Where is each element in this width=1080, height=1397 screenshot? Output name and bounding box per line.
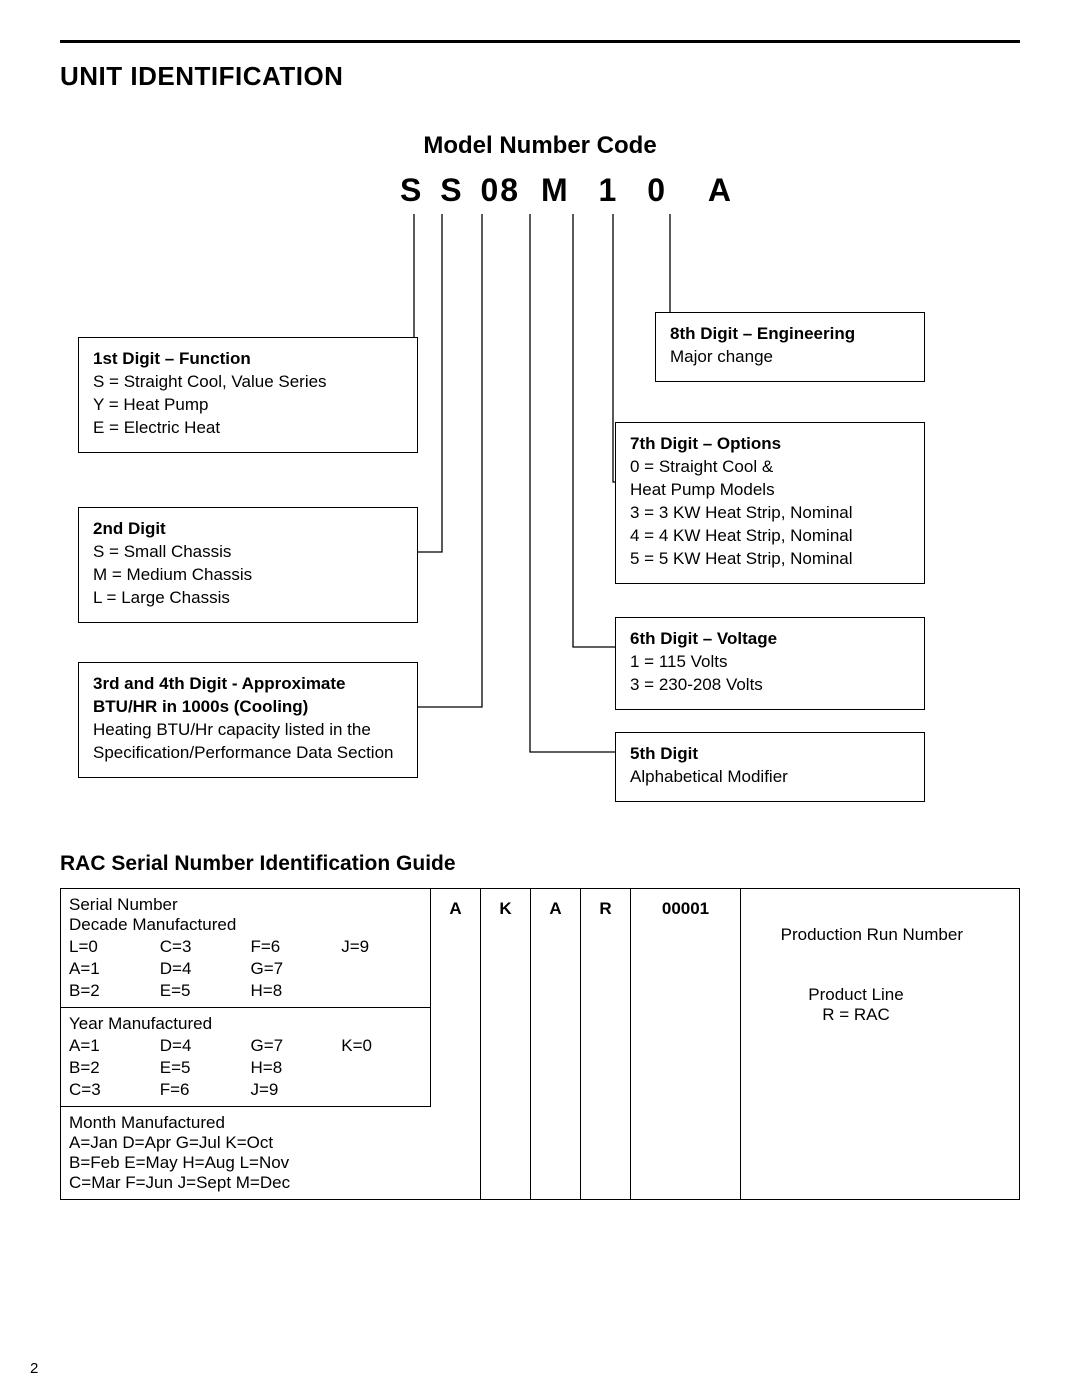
code-entry: G=7	[251, 1036, 332, 1056]
year-label: Year Manufactured	[69, 1014, 422, 1034]
serial-col-R: R	[581, 889, 631, 1199]
code-entry	[341, 959, 422, 979]
box-line: L = Large Chassis	[93, 587, 403, 610]
code-entry: E=5	[160, 981, 241, 1001]
model-title: Model Number Code	[423, 132, 656, 160]
box-line: 0 = Straight Cool &	[630, 456, 910, 479]
code-char-5: 1	[599, 172, 619, 209]
code-char-6: 0	[647, 172, 667, 209]
prod-num-cell: 00001	[631, 889, 741, 1199]
code-entry: E=5	[160, 1058, 241, 1078]
code-entry: L=0	[69, 937, 150, 957]
info-box-d7: 7th Digit – Options0 = Straight Cool & H…	[615, 422, 925, 584]
serial-col-K: K	[481, 889, 531, 1199]
box-line: Y = Heat Pump	[93, 394, 403, 417]
box-line: Heat Pump Models	[630, 479, 910, 502]
code-entry: J=9	[251, 1080, 332, 1100]
code-entry: G=7	[251, 959, 332, 979]
product-line-label: Product Line	[749, 985, 963, 1005]
box-title: 6th Digit – Voltage	[630, 628, 910, 651]
box-title: 7th Digit – Options	[630, 433, 910, 456]
info-box-d2: 2nd DigitS = Small ChassisM = Medium Cha…	[78, 507, 418, 623]
model-code: S S 08 M 1 0 A	[400, 172, 733, 209]
code-entry: K=0	[341, 1036, 422, 1056]
box-line: M = Medium Chassis	[93, 564, 403, 587]
serial-guide: RAC Serial Number Identification Guide S…	[60, 852, 1020, 1200]
code-entry: B=2	[69, 1058, 150, 1078]
code-char-2: S	[440, 172, 463, 209]
serial-title: RAC Serial Number Identification Guide	[60, 852, 1020, 876]
code-entry: D=4	[160, 959, 241, 979]
info-box-d8: 8th Digit – EngineeringMajor change	[655, 312, 925, 382]
month-line: B=Feb E=May H=Aug L=Nov	[69, 1153, 423, 1173]
decade-codes: L=0 C=3 F=6 J=9 A=1 D=4 G=7 B=2 E=5 H=8	[69, 937, 422, 1001]
code-char-1: S	[400, 172, 423, 209]
decade-label: Decade Manufactured	[69, 915, 422, 935]
code-entry: H=8	[251, 1058, 332, 1078]
box-line: 3 = 3 KW Heat Strip, Nominal	[630, 502, 910, 525]
info-box-d5: 5th DigitAlphabetical Modifier	[615, 732, 925, 802]
box-line: Alphabetical Modifier	[630, 766, 910, 789]
box-line: 1 = 115 Volts	[630, 651, 910, 674]
box-line: 5 = 5 KW Heat Strip, Nominal	[630, 548, 910, 571]
code-entry: B=2	[69, 981, 150, 1001]
box-line: S = Straight Cool, Value Series	[93, 371, 403, 394]
product-line-value: R = RAC	[749, 1005, 963, 1025]
prod-num: 00001	[639, 895, 732, 919]
box-title: 3rd and 4th Digit - Approximate BTU/HR i…	[93, 673, 403, 719]
serial-number-label: Serial Number	[69, 895, 422, 915]
code-char-3: 08	[480, 172, 520, 209]
decade-cell: Serial Number Decade Manufactured L=0 C=3…	[61, 889, 431, 1007]
box-line: E = Electric Heat	[93, 417, 403, 440]
code-char-4: M	[541, 172, 570, 209]
code-entry	[341, 1080, 422, 1100]
code-entry: C=3	[69, 1080, 150, 1100]
serial-grid: Serial Number Decade Manufactured L=0 C=3…	[60, 888, 1020, 1200]
info-box-d6: 6th Digit – Voltage1 = 115 Volts3 = 230-…	[615, 617, 925, 710]
box-title: 1st Digit – Function	[93, 348, 403, 371]
code-entry	[341, 1058, 422, 1078]
code-entry: H=8	[251, 981, 332, 1001]
box-title: 8th Digit – Engineering	[670, 323, 910, 346]
top-rule	[60, 40, 1020, 43]
month-lines: A=Jan D=Apr G=Jul K=OctB=Feb E=May H=Aug…	[69, 1133, 423, 1193]
box-title: 5th Digit	[630, 743, 910, 766]
code-entry: C=3	[160, 937, 241, 957]
prod-run-label: Production Run Number	[749, 925, 963, 945]
serial-col-A1: A	[431, 889, 481, 1199]
serial-col-A2: A	[531, 889, 581, 1199]
box-line: 4 = 4 KW Heat Strip, Nominal	[630, 525, 910, 548]
code-entry: J=9	[341, 937, 422, 957]
year-codes: A=1 D=4 G=7 K=0 B=2 E=5 H=8 C=3 F=6 J=9	[69, 1036, 422, 1100]
code-entry: A=1	[69, 1036, 150, 1056]
code-entry: F=6	[251, 937, 332, 957]
section-title: UNIT IDENTIFICATION	[60, 61, 1020, 92]
year-cell: Year Manufactured A=1 D=4 G=7 K=0 B=2 E=5 H=8 C…	[61, 1007, 431, 1106]
month-cell: Month Manufactured A=Jan D=Apr G=Jul K=O…	[61, 1106, 431, 1199]
month-line: A=Jan D=Apr G=Jul K=Oct	[69, 1133, 423, 1153]
code-entry: F=6	[160, 1080, 241, 1100]
code-entry: D=4	[160, 1036, 241, 1056]
info-box-d1: 1st Digit – FunctionS = Straight Cool, V…	[78, 337, 418, 453]
box-line: Heating BTU/Hr capacity listed in the	[93, 719, 403, 742]
box-line: S = Small Chassis	[93, 541, 403, 564]
month-line: C=Mar F=Jun J=Sept M=Dec	[69, 1173, 423, 1193]
right-info-cell: Production Run Number Product Line R = R…	[741, 889, 971, 1199]
code-char-7: A	[708, 172, 733, 209]
box-title: 2nd Digit	[93, 518, 403, 541]
box-line: 3 = 230-208 Volts	[630, 674, 910, 697]
box-line: Specification/Performance Data Section	[93, 742, 403, 765]
page-number: 2	[30, 1360, 38, 1377]
month-label: Month Manufactured	[69, 1113, 423, 1133]
code-entry	[341, 981, 422, 1001]
info-box-d34: 3rd and 4th Digit - Approximate BTU/HR i…	[78, 662, 418, 778]
code-entry: A=1	[69, 959, 150, 979]
box-line: Major change	[670, 346, 910, 369]
model-number-diagram: Model Number Code S S 08 M 1 0 A 1st Dig…	[60, 132, 1020, 852]
